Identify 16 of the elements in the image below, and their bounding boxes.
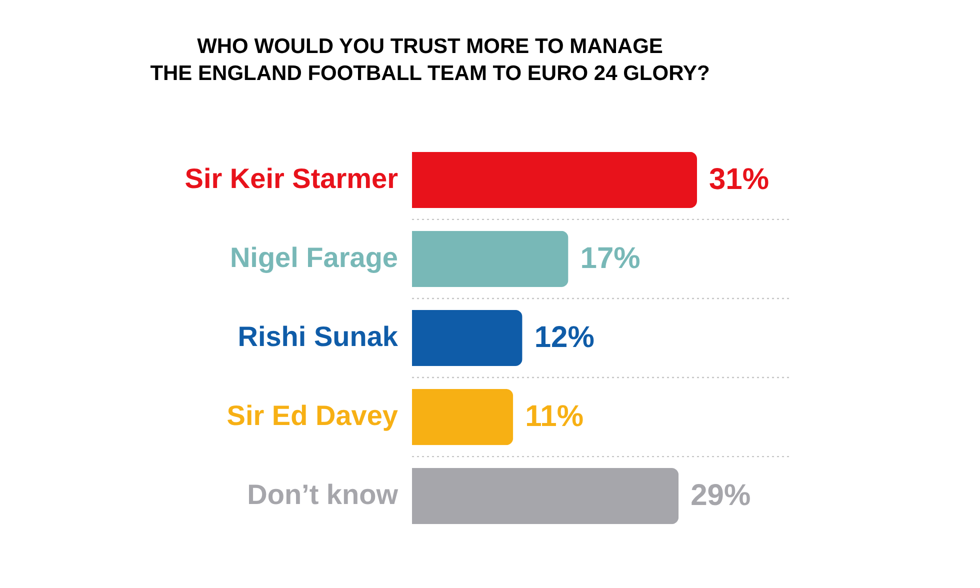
bar bbox=[412, 230, 568, 288]
bar bbox=[412, 468, 679, 524]
data-label: 31% bbox=[709, 162, 770, 196]
chart-title: WHO WOULD YOU TRUST MORE TO MANAGE THE ENGLAND FOOTBALL TEAM TO EURO 24 GLORY? bbox=[150, 35, 710, 85]
data-label: 11% bbox=[525, 400, 584, 434]
bar bbox=[412, 152, 697, 208]
bar bbox=[412, 388, 514, 446]
y-tick-label: Rishi Sunak bbox=[238, 321, 398, 352]
data-label: 17% bbox=[580, 242, 640, 275]
y-tick-label: Sir Ed Davey bbox=[226, 400, 398, 432]
data-label: 29% bbox=[690, 479, 751, 512]
y-tick-label: Nigel Farage bbox=[230, 242, 398, 273]
data-label: 12% bbox=[534, 321, 594, 354]
bar bbox=[412, 310, 522, 366]
y-tick-label: Sir Keir Starmer bbox=[184, 162, 398, 194]
y-tick-label: Don’t know bbox=[247, 479, 398, 510]
